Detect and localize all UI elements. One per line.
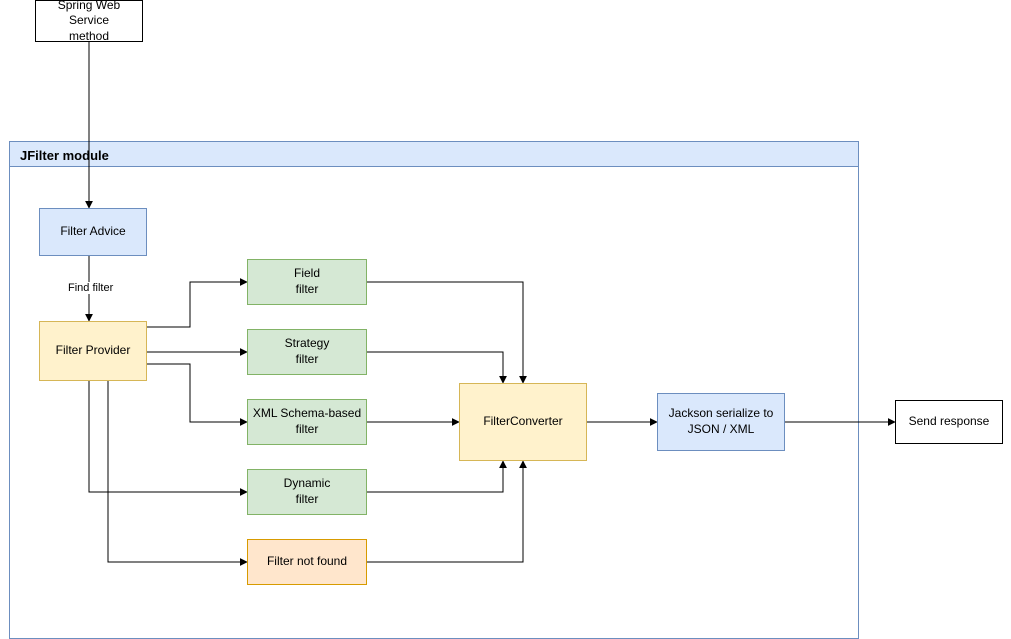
node-field-filter: Fieldfilter: [247, 259, 367, 305]
jfilter-module-title: JFilter module: [10, 142, 858, 169]
node-strategy-filter: Strategyfilter: [247, 329, 367, 375]
node-filter-advice: Filter Advice: [39, 208, 147, 256]
node-filter-provider: Filter Provider: [39, 321, 147, 381]
node-filter-not-found: Filter not found: [247, 539, 367, 585]
node-filter-converter: FilterConverter: [459, 383, 587, 461]
node-send-response: Send response: [895, 400, 1003, 444]
node-dynamic-filter: Dynamicfilter: [247, 469, 367, 515]
node-xml-schema-filter: XML Schema-basedfilter: [247, 399, 367, 445]
jfilter-module-container: JFilter module: [9, 141, 859, 167]
edge-label-find-filter: Find filter: [66, 282, 115, 294]
node-jackson-serialize: Jackson serialize toJSON / XML: [657, 393, 785, 451]
node-spring-web-service: Spring Web Servicemethod: [35, 0, 143, 42]
